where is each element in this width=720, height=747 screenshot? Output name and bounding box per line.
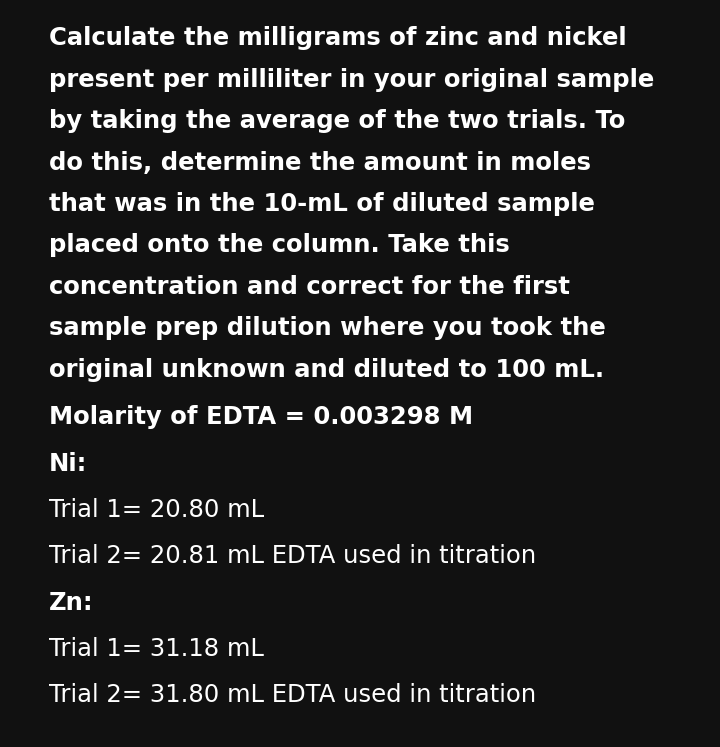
Text: sample prep dilution where you took the: sample prep dilution where you took the xyxy=(49,317,606,341)
Text: original unknown and diluted to 100 mL.: original unknown and diluted to 100 mL. xyxy=(49,358,604,382)
Text: Zn:: Zn: xyxy=(49,590,94,615)
Text: concentration and correct for the first: concentration and correct for the first xyxy=(49,275,570,299)
Text: Ni:: Ni: xyxy=(49,451,87,476)
Text: Molarity of EDTA = 0.003298 M: Molarity of EDTA = 0.003298 M xyxy=(49,405,473,430)
Text: Trial 1= 31.18 mL: Trial 1= 31.18 mL xyxy=(49,636,264,661)
Text: by taking the average of the two trials. To: by taking the average of the two trials.… xyxy=(49,109,626,133)
Text: Trial 2= 20.81 mL EDTA used in titration: Trial 2= 20.81 mL EDTA used in titration xyxy=(49,544,536,568)
Text: that was in the 10-mL of diluted sample: that was in the 10-mL of diluted sample xyxy=(49,192,595,216)
Text: do this, determine the amount in moles: do this, determine the amount in moles xyxy=(49,151,591,175)
Text: present per milliliter in your original sample: present per milliliter in your original … xyxy=(49,68,654,92)
Text: Trial 2= 31.80 mL EDTA used in titration: Trial 2= 31.80 mL EDTA used in titration xyxy=(49,683,536,707)
Text: placed onto the column. Take this: placed onto the column. Take this xyxy=(49,233,510,258)
Text: Calculate the milligrams of zinc and nickel: Calculate the milligrams of zinc and nic… xyxy=(49,26,626,50)
Text: Trial 1= 20.80 mL: Trial 1= 20.80 mL xyxy=(49,498,264,522)
